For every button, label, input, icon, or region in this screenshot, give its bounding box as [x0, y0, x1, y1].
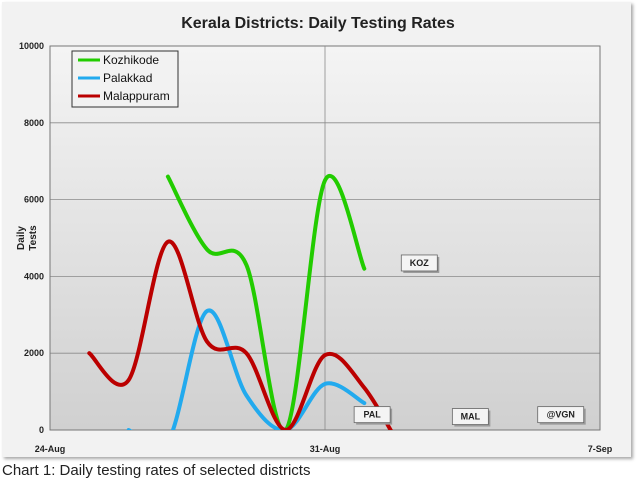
series-layer	[87, 174, 393, 430]
y-tick-label-6000: 6000	[24, 195, 44, 205]
series-line-malappuram	[87, 239, 393, 430]
chart-svg: KOZ PAL MAL @VGN 0 2000 4000 6000 8000 10000 24-A…	[16, 15, 613, 454]
y-tick-label-2000: 2000	[24, 348, 44, 358]
grid-layer	[49, 45, 601, 431]
annotation-mal: MAL	[451, 408, 491, 427]
y-tick-label-8000: 8000	[24, 118, 44, 128]
chart-caption: Chart 1: Daily testing rates of selected…	[2, 462, 311, 479]
annotation-text: PAL	[363, 410, 381, 420]
x-tick-label-31-Aug: 31-Aug	[310, 444, 341, 454]
y-axis-label-line-1: Daily	[16, 226, 27, 250]
legend-label-kozhikode: Kozhikode	[103, 53, 159, 67]
chart-title: Kerala Districts: Daily Testing Rates	[181, 15, 455, 32]
x-tick-label-7-Sep: 7-Sep	[588, 444, 613, 454]
series-line-palakkad	[126, 308, 367, 430]
annotation-koz: KOZ	[400, 254, 440, 273]
annotation-text: KOZ	[410, 258, 430, 268]
legend-label-palakkad: Palakkad	[103, 71, 152, 85]
annotation-text: MAL	[461, 412, 481, 422]
x-tick-label-24-Aug: 24-Aug	[35, 444, 66, 454]
annotation-pal: PAL	[353, 406, 393, 425]
annotation-vgn: @VGN	[537, 406, 586, 425]
chart-frame: KOZ PAL MAL @VGN 0 2000 4000 6000 8000 10000 24-A…	[2, 2, 631, 457]
y-axis-label: Daily Tests	[16, 225, 39, 251]
legend: Kozhikode Palakkad Malappuram	[71, 50, 179, 108]
legend-label-malappuram: Malappuram	[103, 89, 170, 103]
annotation-box	[537, 406, 585, 424]
annotation-box	[353, 406, 391, 424]
annotation-box	[400, 254, 438, 272]
y-axis-label-line-2: Tests	[28, 225, 39, 251]
y-tick-label-0: 0	[39, 425, 44, 435]
y-tick-label-10000: 10000	[19, 41, 44, 51]
annotation-layer: KOZ PAL MAL @VGN	[353, 254, 586, 427]
annotation-text: @VGN	[547, 410, 575, 420]
y-tick-label-4000: 4000	[24, 271, 44, 281]
tick-layer: 0 2000 4000 6000 8000 10000 24-Aug 31-Aug 7-Sep	[19, 41, 613, 454]
annotation-box	[451, 408, 489, 425]
